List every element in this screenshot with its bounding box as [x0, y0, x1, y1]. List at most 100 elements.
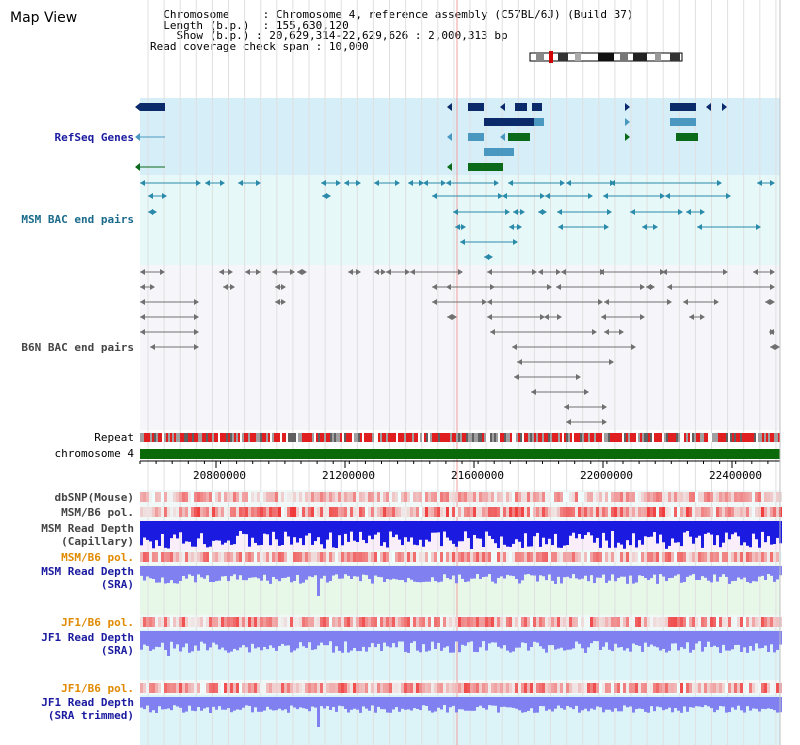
heat-cell	[392, 617, 395, 627]
depth-bar	[389, 697, 392, 713]
track-label-refseq[interactable]: RefSeq Genes	[54, 131, 134, 144]
msm-bac-end	[152, 209, 157, 215]
depth-bar	[653, 521, 656, 533]
b6n-bac-end	[381, 269, 386, 275]
heat-cell	[500, 617, 503, 627]
heat-cell	[383, 683, 386, 693]
heat-cell	[503, 617, 506, 627]
heat-cell	[296, 552, 299, 562]
depth-bar	[683, 521, 686, 533]
depth-bar	[722, 631, 725, 645]
depth-bar	[764, 697, 767, 710]
b6n-bac-end	[386, 269, 391, 275]
track-label-jf1-b6-pol[interactable]: JF1/B6 pol.	[61, 616, 134, 629]
depth-bar	[755, 631, 758, 644]
depth-bar	[515, 521, 518, 540]
heat-cell	[575, 507, 578, 517]
gene-arrow	[447, 133, 452, 141]
repeat-block	[296, 433, 298, 442]
repeat-block	[736, 433, 738, 442]
track-label-msm-b6-pol[interactable]: MSM/B6 pol.	[61, 506, 134, 519]
repeat-block	[774, 433, 776, 442]
heat-cell	[332, 552, 335, 562]
track-label-msm-b6-pol-2[interactable]: MSM/B6 pol.	[61, 551, 134, 564]
heat-cell	[692, 617, 695, 627]
track-label-b6n-bac[interactable]: B6N BAC end pairs	[21, 341, 134, 354]
heat-cell	[515, 507, 518, 517]
depth-bar	[491, 521, 494, 540]
depth-bar	[146, 631, 149, 646]
depth-bar	[401, 697, 404, 709]
heat-cell	[164, 683, 167, 693]
depth-bar	[581, 631, 584, 649]
depth-bar	[230, 697, 233, 713]
heat-cell	[311, 492, 314, 502]
depth-bar	[251, 521, 254, 538]
gene-arrow	[500, 103, 505, 111]
b6n-bac-end	[547, 284, 552, 290]
heat-cell	[209, 552, 212, 562]
depth-bar	[701, 631, 704, 652]
depth-bar	[581, 566, 584, 579]
heat-cell	[149, 492, 152, 502]
repeat-block	[422, 433, 424, 442]
heat-cell	[431, 507, 434, 517]
heat-cell	[716, 492, 719, 502]
depth-bar	[341, 566, 344, 579]
heat-cell	[359, 492, 362, 502]
heat-cell	[506, 507, 509, 517]
b6n-bac-track[interactable]	[140, 269, 780, 425]
depth-bar	[623, 631, 626, 651]
heat-cell	[428, 492, 431, 502]
b6n-bac-end	[700, 314, 705, 320]
depth-bar	[146, 521, 149, 540]
repeat-block	[310, 433, 312, 442]
depth-bar	[164, 521, 167, 548]
msm-bac-track[interactable]	[140, 180, 775, 260]
depth-bar	[740, 631, 743, 653]
depth-bar	[479, 521, 482, 539]
heat-cell	[704, 617, 707, 627]
depth-bar	[599, 631, 602, 650]
gene-arrow	[135, 103, 140, 111]
depth-bar	[407, 521, 410, 542]
repeat-block	[350, 433, 352, 442]
heat-cell	[692, 552, 695, 562]
chromosome-ideogram-icon[interactable]	[529, 51, 683, 63]
depth-bar	[368, 521, 371, 536]
track-label-msm-depth-sra[interactable]: MSM Read Depth	[41, 565, 134, 578]
msm-bac-end	[770, 180, 775, 186]
depth-bar	[149, 521, 152, 542]
depth-bar	[359, 631, 362, 652]
heat-cell	[317, 492, 320, 502]
track-label-dbsnp[interactable]: dbSNP(Mouse)	[54, 491, 134, 504]
heat-cell	[356, 683, 359, 693]
depth-bar	[632, 631, 635, 644]
heat-cell	[401, 507, 404, 517]
refseq-genes-track[interactable]	[135, 103, 727, 171]
track-label-jf1-b6-pol-2[interactable]: JF1/B6 pol.	[61, 682, 134, 695]
track-label-jf1-depth-trim[interactable]: JF1 Read Depth	[41, 696, 134, 709]
depth-bar	[656, 566, 659, 584]
heat-cell	[572, 552, 575, 562]
depth-bar	[422, 631, 425, 645]
heat-cell	[458, 683, 461, 693]
track-label-msm-bac[interactable]: MSM BAC end pairs	[21, 213, 134, 226]
track-label-jf1-depth-sra[interactable]: JF1 Read Depth	[41, 631, 134, 644]
depth-bar	[233, 566, 236, 575]
heat-cell	[440, 683, 443, 693]
depth-bar	[395, 631, 398, 648]
repeat-block	[722, 433, 724, 442]
heat-cell	[746, 507, 749, 517]
repeat-block	[516, 433, 518, 442]
track-label-msm-depth-cap[interactable]: MSM Read Depth	[41, 522, 134, 535]
repeat-block	[334, 433, 336, 442]
depth-bar	[596, 697, 599, 707]
depth-bar	[407, 697, 410, 710]
heat-cell	[260, 552, 263, 562]
heat-cell	[248, 552, 251, 562]
heat-cell	[224, 507, 227, 517]
heat-cell	[200, 683, 203, 693]
repeat-block	[150, 433, 152, 442]
